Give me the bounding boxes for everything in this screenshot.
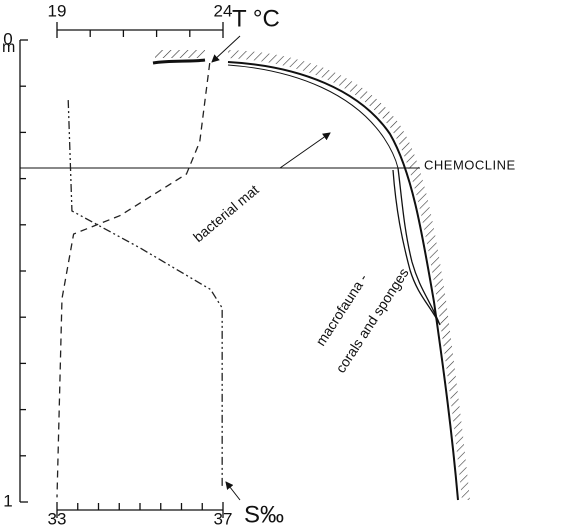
arrow — [280, 133, 330, 168]
profile-line — [68, 100, 222, 488]
y-tick-label: 0 — [3, 29, 12, 48]
x-tick-label: 19 — [48, 1, 67, 20]
annotation: bacterial mat — [190, 181, 262, 245]
profile-line — [57, 63, 210, 497]
ledge — [153, 60, 205, 63]
y-tick-label: 1 — [3, 491, 12, 510]
cave-wall — [228, 62, 458, 500]
ledge-hatch — [155, 50, 205, 58]
x-axis-label: T °C — [232, 5, 280, 32]
chart: CHEMOCLINE bacterial mat macrofauna - co… — [0, 0, 565, 528]
x2-axis-label: S‰ — [244, 501, 284, 528]
annotation: CHEMOCLINE — [424, 157, 516, 172]
cave-wall-hatch — [228, 50, 470, 500]
annotation: corals and sponges — [332, 265, 412, 376]
x2-tick-label: 33 — [48, 509, 67, 528]
x2-tick-label: 37 — [214, 509, 233, 528]
bacterial-mat — [228, 65, 398, 168]
x-tick-label: 24 — [214, 1, 233, 20]
arrow — [226, 482, 240, 500]
